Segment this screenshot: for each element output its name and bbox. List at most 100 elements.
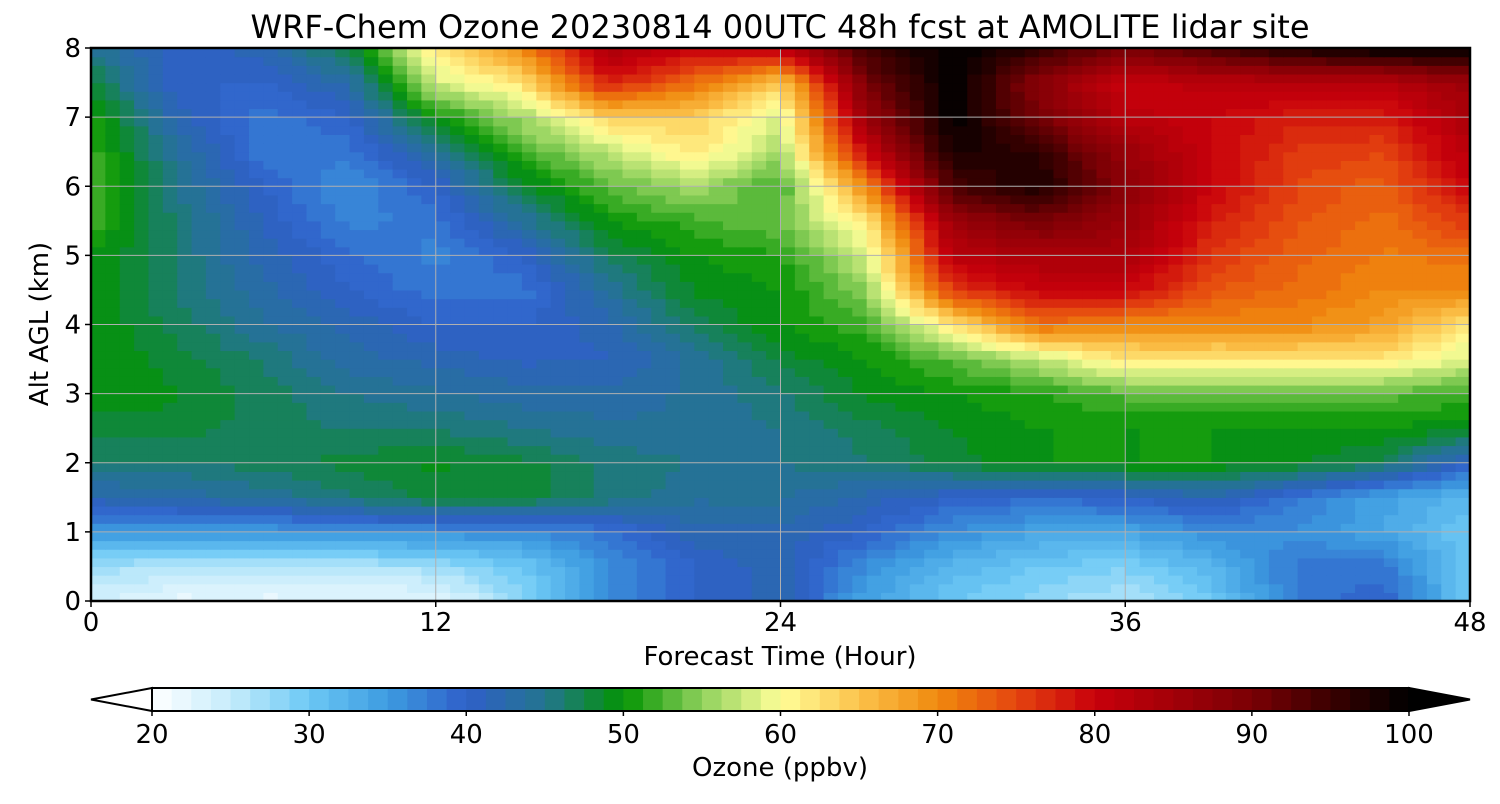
ozone-cell [794, 436, 810, 447]
ozone-cell [363, 367, 379, 377]
ozone-cell [1426, 298, 1442, 308]
ozone-cell [234, 575, 250, 585]
ozone-cell [1067, 194, 1083, 205]
ozone-cell [1211, 359, 1227, 369]
ozone-cell [407, 523, 422, 533]
ozone-cell [105, 186, 121, 196]
ozone-cell [407, 212, 422, 222]
ozone-cell [909, 289, 925, 300]
ozone-cell [263, 384, 279, 395]
ozone-cell [263, 307, 279, 317]
ozone-cell [134, 168, 150, 179]
ozone-cell [134, 359, 150, 369]
ozone-cell [493, 410, 509, 421]
ozone-cell [234, 298, 250, 308]
ozone-cell [881, 177, 897, 187]
ozone-cell [91, 454, 106, 464]
ozone-cell [407, 229, 422, 239]
ozone-cell [794, 281, 810, 291]
ozone-cell [1398, 592, 1414, 601]
ozone-cell [1398, 402, 1414, 412]
ozone-cell [349, 238, 365, 248]
ozone-cell [507, 264, 523, 274]
ozone-cell [737, 151, 753, 161]
ozone-cell [636, 523, 652, 533]
ozone-cell [536, 549, 552, 559]
ozone-cell [392, 445, 408, 455]
ozone-cell [177, 583, 193, 593]
ozone-cell [1283, 428, 1299, 438]
ozone-cell [1182, 220, 1198, 231]
ozone-cell [407, 505, 422, 516]
ozone-cell [277, 488, 293, 498]
ozone-cell [1225, 376, 1241, 386]
ozone-cell [521, 333, 537, 343]
ozone-cell [967, 497, 983, 507]
ozone-cell [809, 393, 825, 403]
ozone-cell [134, 367, 150, 377]
ozone-cell [263, 350, 279, 360]
ozone-cell [1455, 168, 1470, 179]
ozone-cell [694, 324, 710, 334]
ozone-cell [565, 194, 580, 205]
ozone-cell [119, 497, 135, 507]
ozone-cell [881, 583, 897, 593]
ozone-cell [1211, 324, 1227, 334]
ozone-cell [335, 566, 351, 576]
ozone-cell [292, 255, 308, 265]
ozone-cell [967, 333, 983, 343]
ozone-cell [119, 505, 135, 516]
ozone-cell [1455, 194, 1470, 205]
ozone-cell [708, 298, 724, 308]
ozone-cell [679, 281, 695, 291]
ozone-cell [335, 480, 351, 490]
ozone-cell [1383, 281, 1399, 291]
ozone-cell [1455, 220, 1470, 231]
ozone-cell [608, 445, 624, 455]
ozone-cell [622, 160, 638, 170]
ozone-cell [565, 419, 580, 429]
ozone-cell [363, 220, 379, 231]
ozone-cell [1168, 436, 1184, 447]
ozone-cell [521, 289, 537, 300]
ozone-cell [220, 540, 236, 550]
ozone-cell [421, 272, 437, 282]
ozone-cell [895, 315, 911, 326]
ozone-cell [464, 333, 480, 343]
ozone-cell [823, 341, 839, 352]
ozone-cell [895, 194, 911, 205]
ozone-cell [1053, 393, 1069, 403]
ozone-cell [1039, 505, 1055, 516]
ozone-cell [608, 186, 624, 196]
ozone-cell [622, 462, 638, 472]
ozone-cell [162, 315, 178, 326]
ozone-cell [105, 341, 121, 352]
ozone-cell [493, 523, 509, 533]
ozone-cell [521, 419, 537, 429]
ozone-cell [593, 272, 609, 282]
ozone-cell [1283, 436, 1299, 447]
ozone-cell [1024, 151, 1040, 161]
ozone-cell [1326, 298, 1342, 308]
ozone-cell [665, 307, 681, 317]
ozone-cell [909, 315, 925, 326]
ozone-cell [493, 177, 509, 187]
ozone-cell [162, 505, 178, 516]
ozone-cell [450, 410, 466, 421]
ozone-cell [1082, 488, 1098, 498]
ozone-cell [1240, 281, 1256, 291]
ozone-cell [392, 333, 408, 343]
ozone-cell [1110, 428, 1126, 438]
ozone-cell [895, 410, 911, 421]
ozone-cell [349, 367, 365, 377]
ozone-cell [220, 566, 236, 576]
ozone-cell [1153, 229, 1169, 239]
ozone-cell [134, 341, 150, 352]
ozone-cell [507, 575, 523, 585]
ozone-cell [493, 592, 509, 601]
ozone-cell [694, 384, 710, 395]
ozone-cell [220, 333, 236, 343]
ozone-cell [579, 514, 595, 524]
ozone-cell [1283, 194, 1299, 205]
ozone-cell [1211, 151, 1227, 161]
